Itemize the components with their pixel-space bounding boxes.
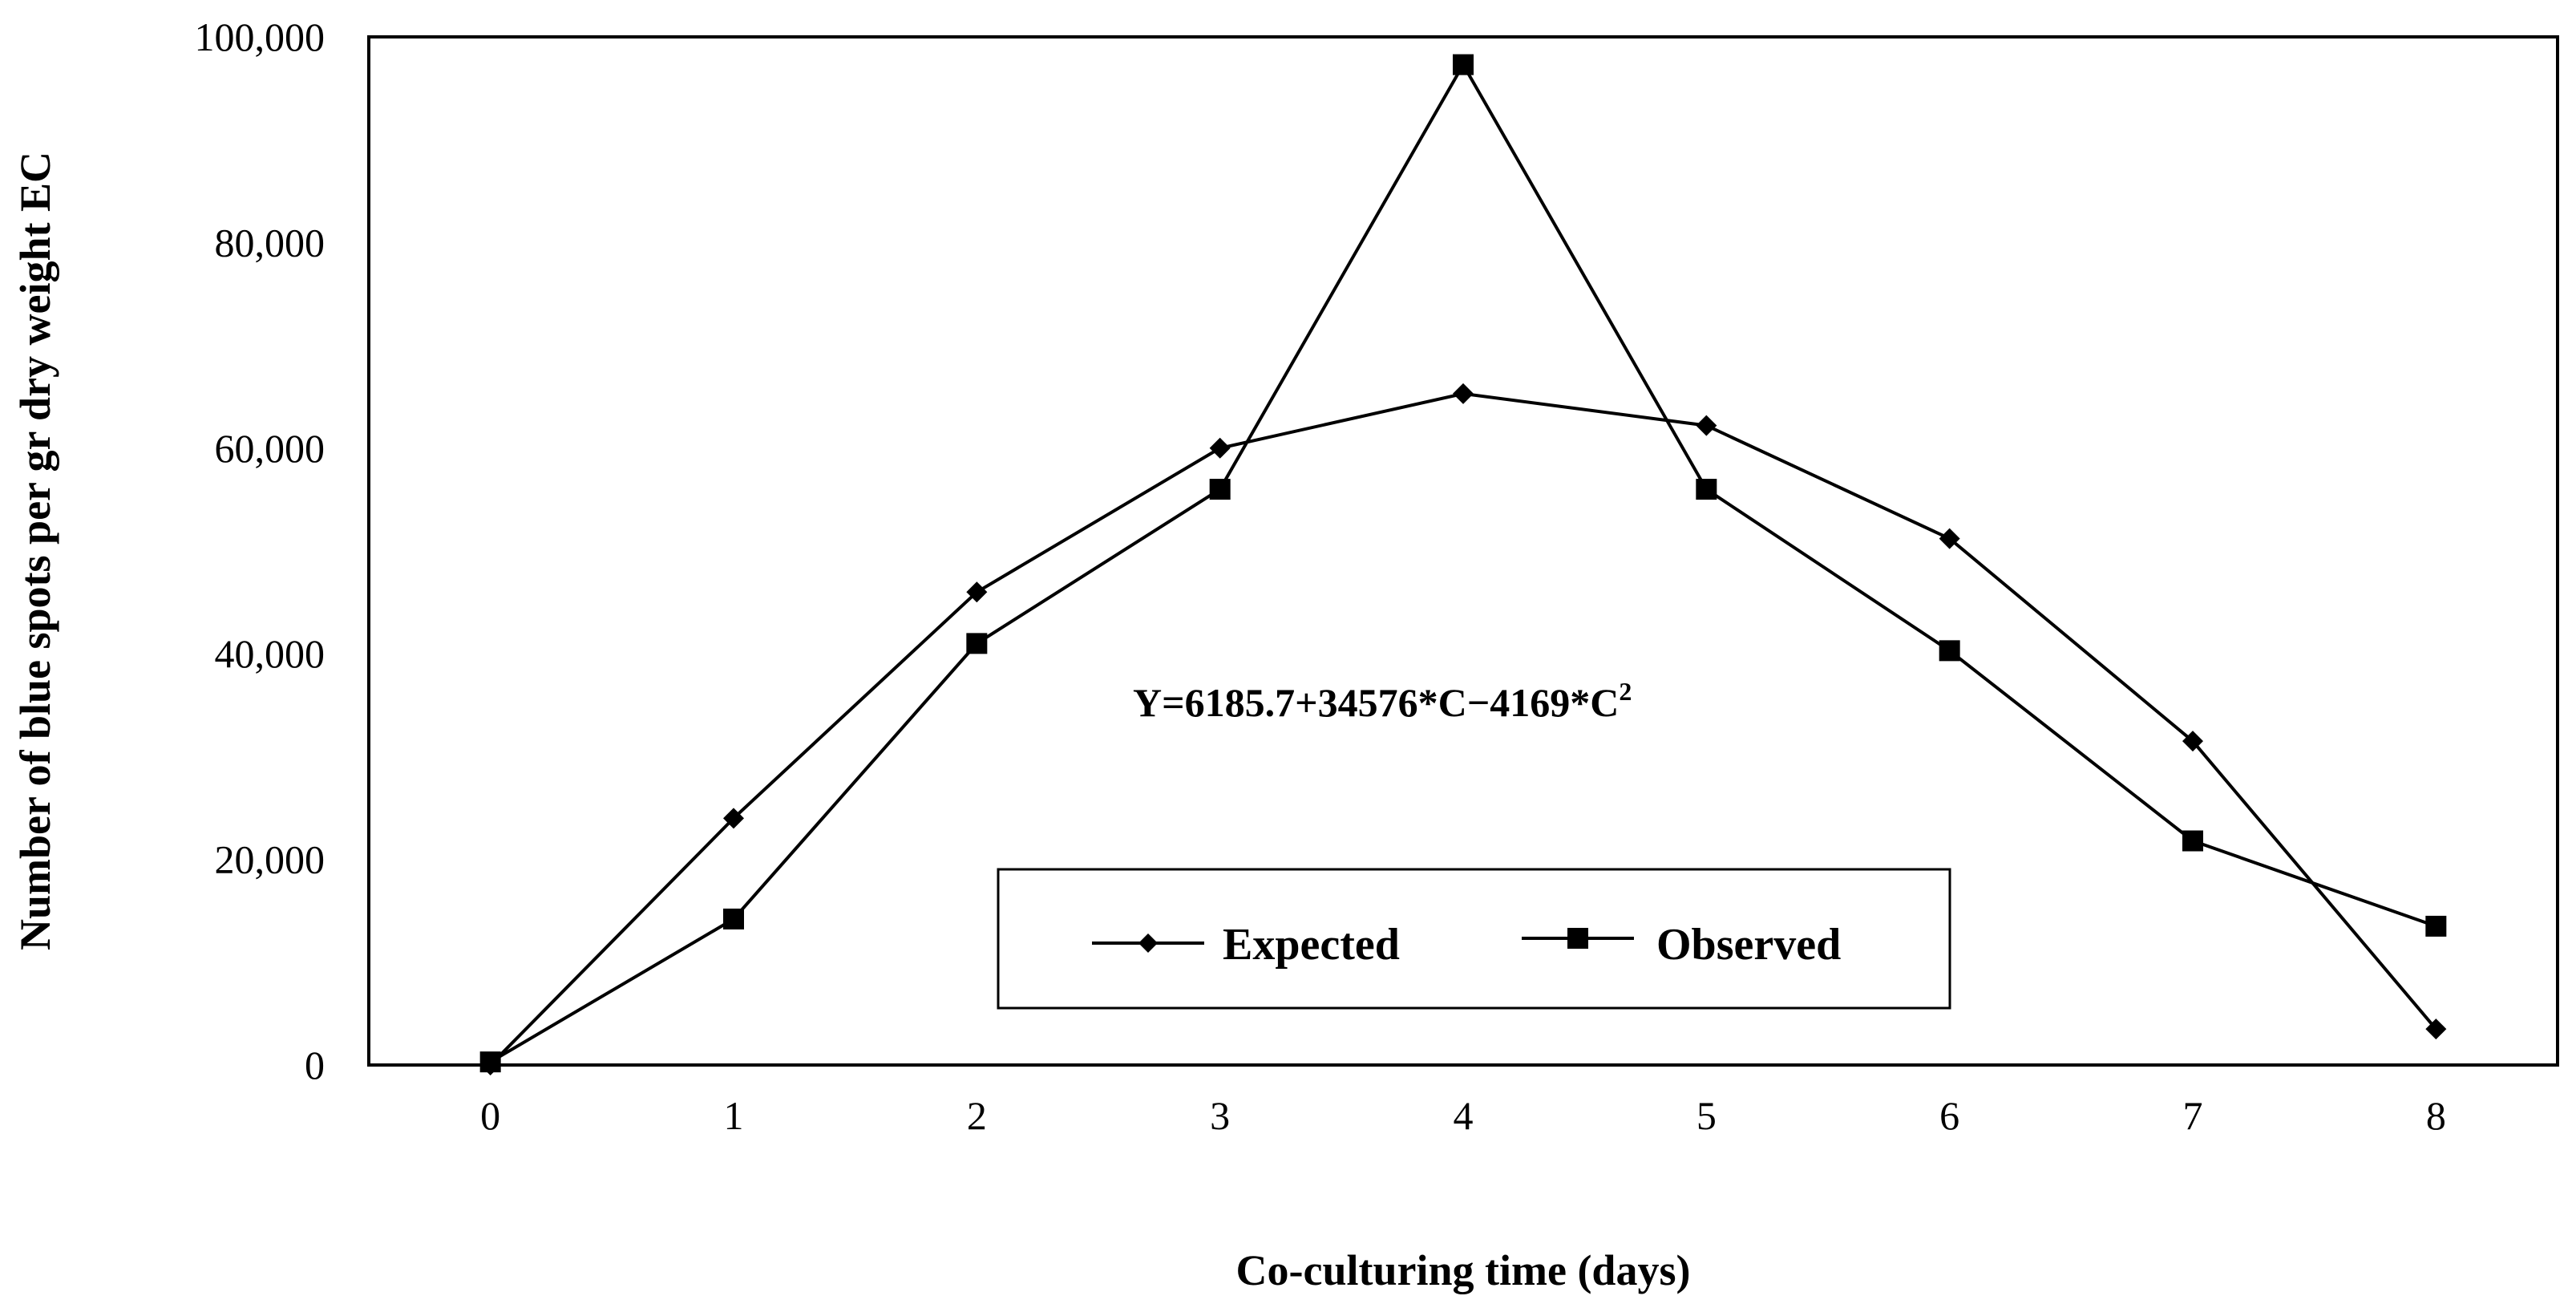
legend-expected-marker xyxy=(1138,933,1158,953)
legend-observed-label: Observed xyxy=(1656,920,1841,970)
x-tick-label: 7 xyxy=(2183,1093,2203,1138)
observed-point xyxy=(2182,830,2203,852)
observed-point xyxy=(2425,915,2447,937)
annotation-equation: Y=6185.7+34576*C−4169*C2 xyxy=(1133,677,1632,725)
observed-point xyxy=(1209,479,1231,500)
y-tick-label: 80,000 xyxy=(215,220,326,265)
x-tick-label: 1 xyxy=(724,1093,744,1138)
y-axis: 0 20,000 40,000 60,000 80,000 100,000 xyxy=(195,14,326,1087)
y-tick-label: 20,000 xyxy=(215,837,326,882)
observed-point xyxy=(1453,54,1474,75)
expected-point xyxy=(1453,383,1474,404)
y-tick-label: 60,000 xyxy=(215,426,326,471)
expected-point xyxy=(723,808,744,829)
expected-point xyxy=(1209,437,1231,459)
observed-point xyxy=(479,1051,501,1073)
expected-point xyxy=(1939,528,1960,549)
legend-observed-marker xyxy=(1567,928,1588,949)
legend: Expected Observed xyxy=(997,868,1951,1010)
legend-expected-label: Expected xyxy=(1223,920,1400,970)
observed-point xyxy=(966,633,988,654)
x-axis: 0 1 2 3 4 5 6 7 8 xyxy=(480,1093,2446,1138)
expected-point xyxy=(2182,731,2203,752)
observed-point xyxy=(723,908,744,929)
series-layer xyxy=(479,54,2447,1075)
expected-point xyxy=(966,581,988,603)
x-tick-label: 0 xyxy=(480,1093,500,1138)
x-tick-label: 8 xyxy=(2426,1093,2446,1138)
expected-point xyxy=(1696,415,1717,436)
expected-point xyxy=(2425,1018,2447,1040)
x-tick-label: 6 xyxy=(1939,1093,1959,1138)
x-tick-label: 3 xyxy=(1210,1093,1230,1138)
x-axis-title: Co-culturing time (days) xyxy=(1236,1246,1691,1294)
x-tick-label: 5 xyxy=(1696,1093,1717,1138)
observed-point xyxy=(1696,479,1717,500)
annotation-prefix: Y=6185.7+34576*C−4169*C xyxy=(1133,680,1619,725)
annotation-superscript: 2 xyxy=(1619,677,1632,706)
observed-point xyxy=(1939,640,1960,662)
x-tick-label: 2 xyxy=(967,1093,987,1138)
y-tick-label: 0 xyxy=(305,1043,325,1087)
y-tick-label: 40,000 xyxy=(215,631,326,676)
y-axis-title: Number of blue spots per gr dry weight E… xyxy=(11,152,59,950)
legend-box xyxy=(997,868,1951,1010)
y-tick-label: 100,000 xyxy=(195,14,326,59)
x-tick-label: 4 xyxy=(1454,1093,1474,1138)
